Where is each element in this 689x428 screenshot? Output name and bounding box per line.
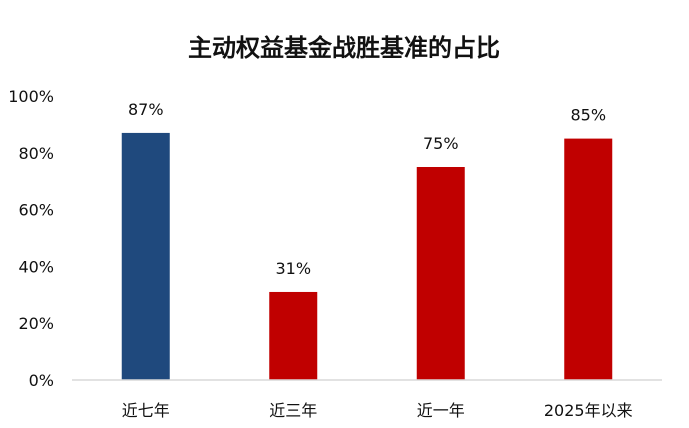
x-category-label: 2025年以来 [544,401,633,420]
y-tick-label: 100% [8,87,54,106]
data-label: 75% [423,134,459,153]
bar [121,132,170,380]
data-label: 31% [275,259,311,278]
bar [564,138,613,380]
y-tick-label: 20% [18,314,54,333]
bars [121,132,613,380]
y-tick-label: 0% [29,371,54,390]
bar [416,167,465,380]
y-tick-label: 80% [18,144,54,163]
chart-title: 主动权益基金战胜基准的占比 [188,34,500,62]
bar [269,291,318,380]
y-axis-ticks: 0% 20% 40% 60% 80% 100% [8,87,54,390]
y-tick-label: 40% [18,257,54,276]
x-category-label: 近一年 [417,401,465,420]
data-label: 85% [570,106,606,125]
x-category-label: 近三年 [269,401,317,420]
data-label: 87% [128,100,164,119]
y-tick-label: 60% [18,201,54,220]
x-axis-categories: 近七年 近三年 近一年 2025年以来 [122,401,633,420]
data-labels: 87% 31% 75% 85% [128,100,606,278]
x-category-label: 近七年 [122,401,170,420]
